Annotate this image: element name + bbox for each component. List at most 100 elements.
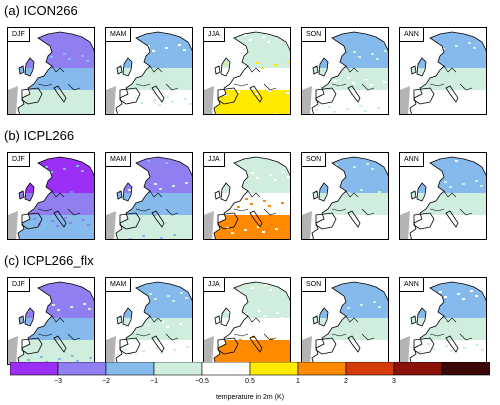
bias-speckle [172, 300, 175, 302]
bias-speckle [57, 79, 60, 81]
bias-speckle [456, 94, 459, 96]
coastline [410, 315, 417, 325]
map-panel: MAM [105, 277, 193, 365]
bias-speckle [245, 313, 248, 315]
bias-speckle [372, 332, 375, 334]
season-label: SON [302, 278, 327, 292]
bias-speckle [244, 229, 247, 231]
bias-speckle [165, 162, 168, 164]
colorbar-tick-label: −1 [150, 378, 158, 385]
bias-speckle [456, 209, 459, 211]
coastline [217, 337, 239, 355]
bias-speckle [377, 222, 380, 224]
bias-speckle [413, 67, 416, 69]
bias-speckle [256, 62, 259, 64]
bias-speckle [425, 95, 428, 97]
bias-speckle [360, 304, 363, 306]
bias-speckle [64, 217, 67, 219]
bias-speckle [481, 234, 484, 236]
coastline [347, 85, 361, 103]
bias-speckle [371, 168, 374, 170]
bias-speckle [152, 50, 155, 52]
season-label: DJF [8, 28, 30, 42]
bias-speckle [81, 55, 84, 57]
bias-speckle [372, 217, 375, 219]
bias-speckle [81, 170, 84, 172]
bias-speckle [480, 185, 483, 187]
bias-speckle [70, 306, 73, 308]
coastline [116, 190, 123, 200]
colorbar-segment [57, 362, 107, 376]
bias-speckle [63, 168, 66, 170]
map-panel: ANN [399, 277, 487, 365]
bias-speckle [439, 291, 442, 293]
outside-domain-left [106, 86, 116, 114]
coastline-detail [429, 190, 473, 216]
bias-speckle [365, 79, 368, 81]
bias-speckle [155, 347, 158, 349]
coastline [410, 190, 417, 200]
coastline [312, 190, 319, 200]
bias-speckle [262, 231, 265, 233]
bias-speckle [165, 47, 168, 49]
bias-speckle [148, 324, 151, 326]
bias-speckle [249, 39, 252, 41]
map-panel: ANN [399, 152, 487, 240]
coastline [217, 87, 239, 105]
bias-speckle [365, 194, 368, 196]
bias-speckle [377, 107, 380, 109]
bias-speckle [57, 194, 60, 196]
bias-speckle [450, 235, 453, 237]
bias-speckle [256, 177, 259, 179]
coastline-detail [233, 65, 277, 91]
bias-speckle [448, 102, 451, 104]
bias-speckle [443, 212, 446, 214]
bias-speckle [20, 106, 23, 108]
map-svg [8, 153, 94, 239]
bias-speckle [69, 222, 72, 224]
bias-speckle [87, 109, 90, 111]
map-panel: DJF [7, 27, 95, 115]
coastline [122, 307, 133, 327]
bias-speckle [470, 290, 473, 292]
bias-speckle [225, 63, 228, 65]
coastline [410, 65, 417, 75]
bias-speckle [252, 336, 255, 338]
bias-south [410, 215, 486, 239]
bias-speckle [348, 356, 351, 358]
coastline-detail [429, 65, 473, 91]
coastline-detail [135, 315, 179, 341]
coastline-detail [37, 315, 81, 341]
bias-speckle [245, 198, 248, 200]
bias-speckle [269, 174, 272, 176]
bias-speckle [180, 292, 183, 294]
bias-speckle [467, 73, 470, 75]
bias-speckle [142, 350, 145, 352]
bias-speckle [179, 208, 182, 210]
bias-speckle [80, 86, 83, 88]
bias-speckle [177, 75, 180, 77]
bias-speckle [86, 60, 89, 62]
bias-speckle [438, 207, 441, 209]
bias-speckle [469, 321, 472, 323]
bias-speckle [367, 327, 370, 329]
coastline-detail [37, 190, 81, 216]
colorbar-tick-label: 2 [344, 378, 348, 385]
bias-speckle [287, 61, 290, 63]
bias-speckle [255, 93, 258, 95]
bias-speckle [353, 166, 356, 168]
bias-speckle [281, 87, 284, 89]
bias-speckle [77, 329, 80, 331]
map-svg [8, 278, 94, 364]
bias-speckle [68, 58, 71, 60]
colorbar [10, 362, 490, 376]
outside-domain-left [8, 336, 18, 364]
bias-speckle [420, 320, 423, 322]
bias-speckle [469, 206, 472, 208]
map-panel: DJF [7, 152, 95, 240]
bias-speckle [153, 214, 156, 216]
bias-speckle [384, 50, 387, 52]
bias-speckle [258, 310, 261, 312]
map-svg [302, 278, 388, 364]
bias-south [312, 90, 388, 114]
